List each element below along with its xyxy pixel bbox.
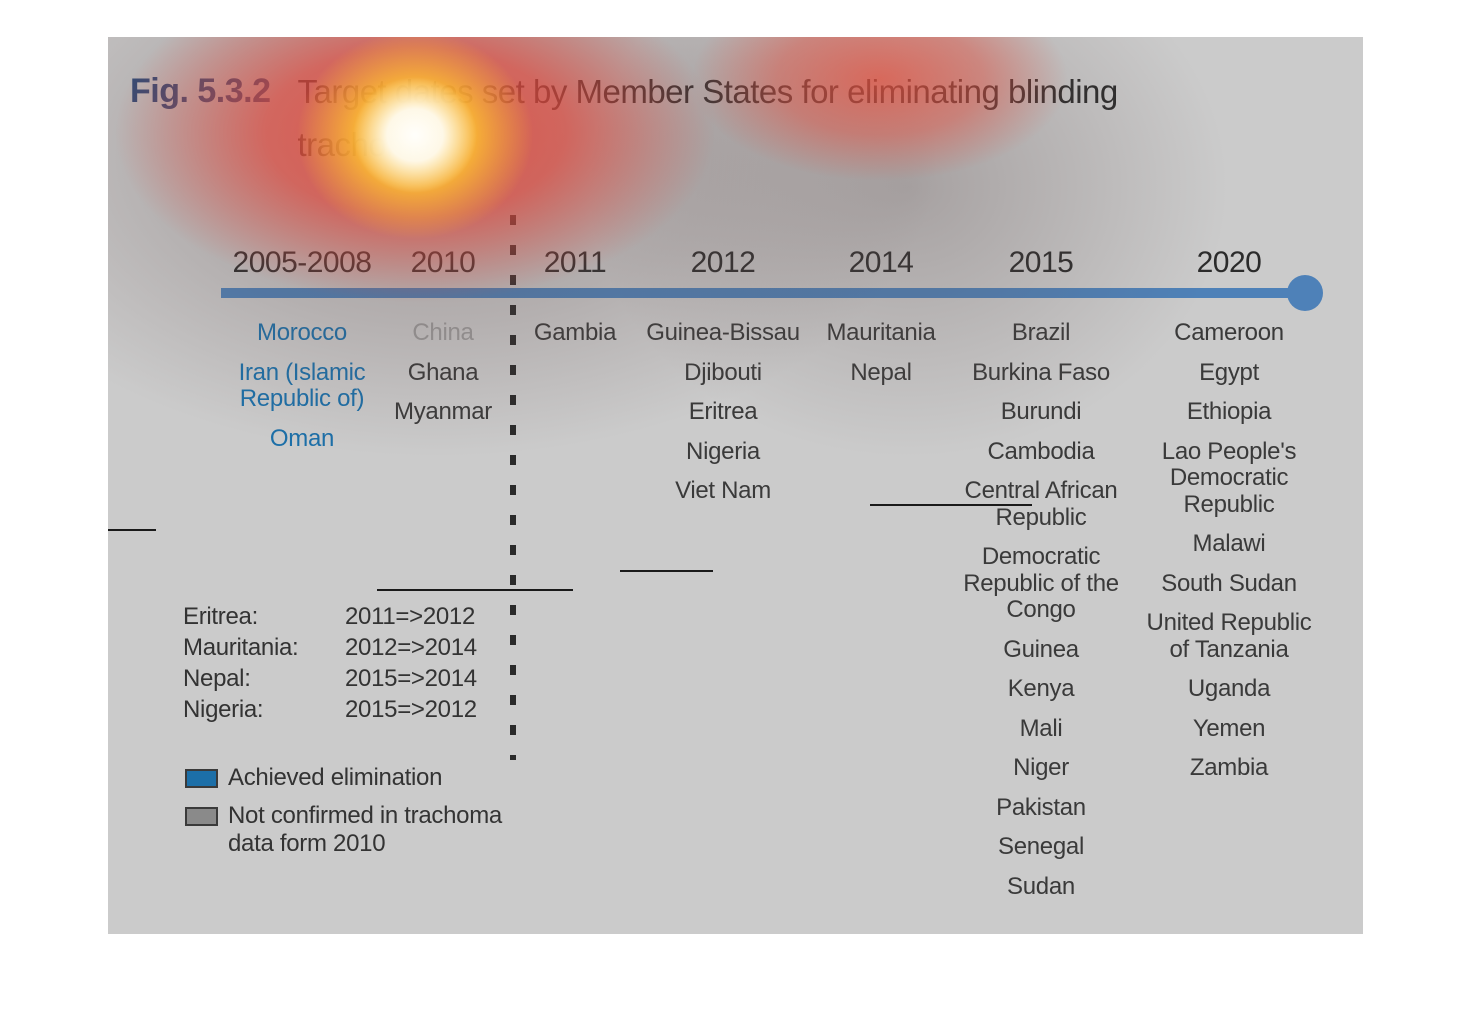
year-label-2020: 2020 xyxy=(1196,246,1262,279)
legend-swatch-not-confirmed xyxy=(185,807,218,826)
stray-line xyxy=(108,529,156,531)
legend-item-achieved: Achieved elimination xyxy=(185,764,442,792)
country: Kenya xyxy=(1007,675,1075,702)
stray-line xyxy=(870,504,1032,506)
country: South Sudan xyxy=(1161,569,1297,597)
timeline-bar xyxy=(221,288,1293,298)
figure-title: Target dates set by Member States for el… xyxy=(297,73,1119,163)
country: Myanmar xyxy=(394,398,492,425)
country: Sudan xyxy=(1007,872,1075,900)
country: Mauritania xyxy=(826,319,936,346)
country: Brazil xyxy=(1011,319,1071,346)
timeline-dashed-divider xyxy=(510,215,516,760)
legend-item-not-confirmed: Not confirmed in trachoma data form 2010 xyxy=(185,802,502,858)
figure-panel: Fig. 5.3.2 Target dates set by Member St… xyxy=(108,37,1363,934)
country: Malawi xyxy=(1192,530,1266,557)
country: Viet Nam xyxy=(675,477,771,504)
column-2011: Gambia xyxy=(520,319,630,360)
country: Burundi xyxy=(1000,398,1082,425)
target-change-value: 2015=>2014 xyxy=(345,665,477,692)
target-change-value: 2011=>2012 xyxy=(345,603,476,630)
country: Guinea-Bissau xyxy=(646,319,800,346)
year-label-2012: 2012 xyxy=(690,246,756,279)
country: Burkina Faso xyxy=(972,358,1110,386)
figure-number-label: Fig. 5.3.2 xyxy=(130,72,271,110)
column-2005-2008: Morocco Iran (Islamic Republic of) Oman xyxy=(212,319,392,465)
country: Egypt xyxy=(1199,358,1259,386)
country: Yemen xyxy=(1192,714,1266,742)
country: Zambia xyxy=(1189,754,1269,781)
country: Nepal xyxy=(850,358,912,386)
country: Guinea xyxy=(1003,635,1079,663)
year-label-2015: 2015 xyxy=(1008,246,1074,279)
target-change-value: 2012=>2014 xyxy=(345,634,477,661)
country: Pakistan xyxy=(996,793,1086,821)
column-2015: Brazil Burkina Faso Burundi Cambodia Cen… xyxy=(957,319,1125,913)
target-change-list: Eritrea: 2011=>2012 Mauritania: 2012=>20… xyxy=(183,601,477,725)
country: Gambia xyxy=(533,319,617,346)
column-2020: Cameroon Egypt Ethiopia Lao People's Dem… xyxy=(1139,319,1319,795)
legend-label-not-confirmed: Not confirmed in trachoma data form 2010 xyxy=(228,802,502,857)
country: Djibouti xyxy=(684,358,762,386)
target-change-country: Eritrea: xyxy=(183,603,258,630)
country: Cameroon xyxy=(1174,319,1284,346)
country: Democratic Republic of the Congo xyxy=(963,543,1119,623)
column-2010: China Ghana Myanmar xyxy=(378,319,508,439)
legend-label-achieved: Achieved elimination xyxy=(228,764,443,791)
country: Iran (Islamic Republic of) xyxy=(238,358,366,412)
country: Mali xyxy=(1019,714,1063,742)
target-change-country: Mauritania: xyxy=(183,634,299,661)
column-2014: Mauritania Nepal xyxy=(811,319,951,399)
country: Ghana xyxy=(407,358,479,386)
target-change-value: 2015=>2012 xyxy=(345,696,477,723)
figure-title-row: Fig. 5.3.2 Target dates set by Member St… xyxy=(130,65,1178,171)
country: Senegal xyxy=(998,833,1084,860)
column-2012: Guinea-Bissau Djibouti Eritrea Nigeria V… xyxy=(633,319,813,518)
country: Lao People's Democratic Republic xyxy=(1161,437,1297,518)
stray-line xyxy=(377,589,573,591)
year-label-2014: 2014 xyxy=(848,246,914,279)
stray-line xyxy=(620,570,713,572)
country: Morocco xyxy=(257,319,347,346)
country: Niger xyxy=(1013,754,1069,781)
country: Ethiopia xyxy=(1186,398,1272,425)
country: China xyxy=(412,319,474,346)
target-change-country: Nigeria: xyxy=(183,696,264,723)
country: Oman xyxy=(269,424,335,452)
legend-swatch-achieved xyxy=(185,769,218,788)
country: Uganda xyxy=(1187,675,1271,702)
timeline-endpoint-dot xyxy=(1287,275,1323,311)
country: Nigeria xyxy=(686,437,760,465)
country: United Republic of Tanzania xyxy=(1146,609,1312,663)
target-change-country: Nepal: xyxy=(183,665,251,692)
country: Cambodia xyxy=(987,437,1095,465)
country: Eritrea xyxy=(688,398,758,425)
